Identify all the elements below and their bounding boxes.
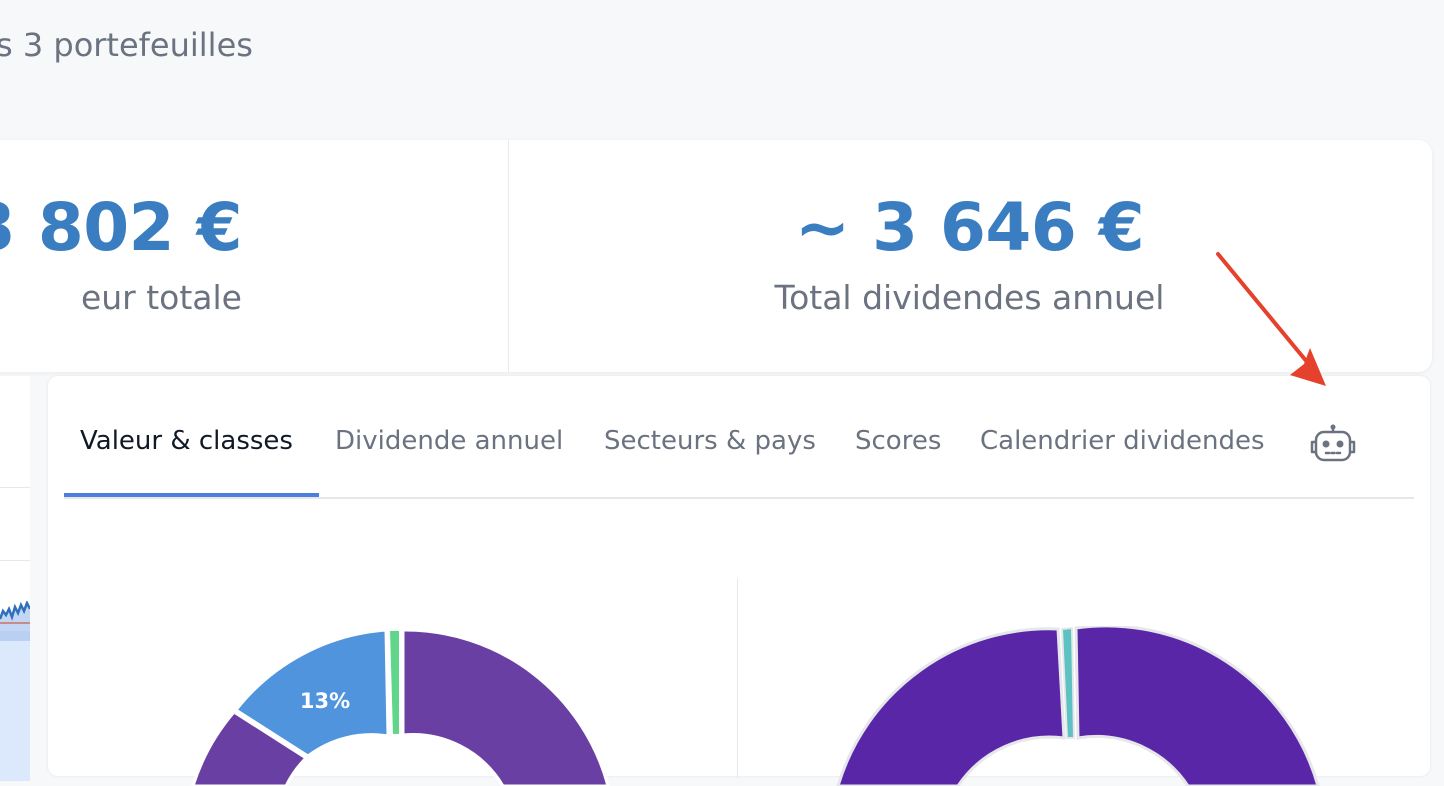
stat-divider <box>508 140 509 372</box>
donut-slice-deep-purple-left <box>836 627 1066 786</box>
annotation-arrow-icon <box>1216 252 1326 386</box>
tab-active-indicator <box>64 493 319 497</box>
tab-dividend-calendar[interactable]: Calendrier dividendes <box>980 426 1265 456</box>
tab-value-classes[interactable]: Valeur & classes <box>80 426 293 456</box>
main-card: Valeur & classes Dividende annuel Secteu… <box>48 376 1430 786</box>
area-chart-fragment <box>0 601 30 781</box>
donut-slice-blue <box>233 628 390 758</box>
area-chart-line <box>0 601 30 641</box>
left-panel <box>0 376 30 781</box>
stat-value: ~ 3 646 € <box>794 189 1145 266</box>
tab-annual-dividend[interactable]: Dividende annuel <box>335 426 564 456</box>
robot-icon[interactable] <box>1308 424 1358 464</box>
donut-slice-label: 13% <box>300 689 350 713</box>
allocation-donut-chart[interactable]: 13% <box>168 626 628 786</box>
divider <box>0 487 30 488</box>
page-subtitle: s 3 portefeuilles <box>0 26 253 64</box>
stat-label: Total dividendes annuel <box>774 278 1165 317</box>
divider <box>0 560 30 561</box>
tab-scores[interactable]: Scores <box>855 426 942 456</box>
tab-bar: Valeur & classes Dividende annuel Secteu… <box>64 376 1414 499</box>
stats-card: 3 802 € eur totale ~ 3 646 € Total divid… <box>0 140 1432 372</box>
stat-value: 3 802 € <box>0 189 243 266</box>
donut-slice-teal <box>1060 626 1076 740</box>
donut-slice-purple-large <box>401 628 610 786</box>
chart-divider <box>737 578 738 778</box>
donut-slice-deep-purple-right <box>1074 626 1320 786</box>
donut-slice-green <box>387 628 401 737</box>
stat-label: eur totale <box>80 278 242 317</box>
tab-sectors-countries[interactable]: Secteurs & pays <box>604 426 816 456</box>
dividend-donut-chart[interactable] <box>818 626 1338 786</box>
